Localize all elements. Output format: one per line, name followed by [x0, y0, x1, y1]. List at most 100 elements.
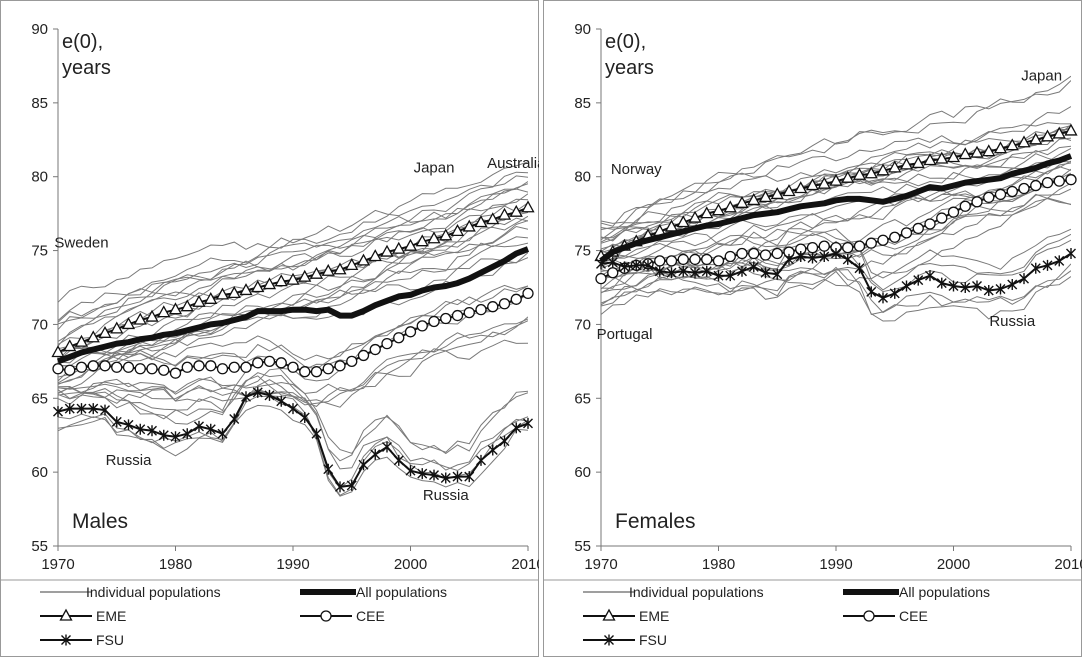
data-point — [275, 357, 287, 369]
x-tick-label: 1990 — [276, 556, 309, 573]
legend-marker-eme — [59, 608, 73, 621]
data-point — [158, 364, 170, 376]
data-point — [521, 200, 535, 213]
data-point — [1042, 259, 1053, 271]
x-tick-label: 2000 — [937, 556, 970, 573]
data-point — [736, 247, 748, 260]
data-point — [121, 317, 136, 330]
data-point — [440, 472, 451, 484]
data-point — [664, 219, 679, 232]
y-tick-label: 75 — [31, 243, 48, 260]
legend-label: EME — [639, 608, 669, 624]
data-point — [335, 481, 345, 493]
data-point — [700, 206, 714, 219]
data-point — [1007, 279, 1018, 291]
data-point — [182, 428, 193, 440]
data-point — [382, 441, 392, 453]
data-point — [64, 403, 75, 415]
data-point — [1054, 255, 1065, 267]
data-point — [701, 253, 713, 266]
annotation-label: Russia — [423, 487, 470, 504]
series-all-populations — [56, 246, 530, 365]
data-point — [958, 147, 972, 160]
data-point — [309, 266, 324, 279]
data-point — [205, 360, 217, 372]
data-point — [264, 389, 275, 401]
data-point — [523, 417, 533, 429]
data-point — [1005, 138, 1019, 151]
data-point — [1018, 182, 1030, 195]
data-point — [925, 270, 935, 282]
data-point — [759, 249, 772, 261]
data-point — [983, 191, 995, 204]
data-point — [158, 429, 169, 441]
data-point — [913, 274, 924, 286]
data-point — [227, 286, 241, 299]
data-point — [948, 280, 959, 292]
legend-marker-cee — [320, 610, 332, 622]
data-point — [771, 247, 783, 260]
data-point — [678, 265, 689, 277]
y-tick-label: 80 — [31, 169, 48, 186]
data-point — [74, 334, 89, 347]
individual-population-line — [601, 198, 1071, 315]
data-point — [323, 463, 334, 475]
x-tick-label: 2010 — [1054, 556, 1082, 573]
data-point — [852, 167, 867, 180]
data-point — [688, 210, 702, 223]
data-point — [333, 262, 347, 275]
data-point — [64, 364, 76, 376]
data-point — [888, 160, 902, 173]
data-point — [486, 212, 500, 225]
data-point — [841, 170, 855, 183]
data-point — [134, 363, 146, 375]
data-point — [946, 150, 961, 163]
data-point — [711, 203, 726, 216]
data-point — [878, 292, 888, 304]
data-point — [180, 299, 194, 312]
legend-marker-eme — [602, 608, 616, 621]
data-point — [982, 144, 996, 157]
data-point — [417, 468, 428, 480]
data-point — [947, 206, 960, 218]
data-point — [111, 416, 122, 428]
data-point — [356, 253, 371, 266]
data-point — [216, 363, 229, 375]
data-point — [427, 231, 441, 244]
individual-population-line — [58, 202, 528, 367]
individual-population-line — [601, 153, 1071, 250]
data-point — [403, 238, 418, 251]
y-tick-label: 70 — [574, 316, 591, 333]
data-point — [87, 360, 99, 372]
individual-population-line — [601, 124, 1071, 241]
annotation-label: Russia — [106, 452, 153, 469]
y-tick-label: 55 — [574, 538, 591, 555]
data-point — [346, 479, 357, 491]
data-point — [782, 184, 796, 197]
data-point — [889, 287, 900, 299]
data-point — [959, 200, 971, 212]
annotation-label: Australia — [487, 155, 539, 172]
data-point — [98, 325, 112, 338]
data-point — [439, 228, 453, 241]
legend-label: All populations — [356, 584, 447, 600]
data-point — [193, 360, 205, 372]
data-point — [772, 268, 783, 280]
series-all-populations — [599, 153, 1073, 264]
x-tick-label: 2000 — [394, 556, 427, 573]
legend-label: CEE — [899, 608, 928, 624]
data-point — [1006, 185, 1018, 198]
y-tick-label: 85 — [574, 95, 591, 112]
data-point — [724, 250, 736, 263]
data-point — [853, 240, 866, 252]
legend-label: Individual populations — [629, 584, 764, 600]
data-point — [607, 267, 619, 279]
females-chart: 55 60 65 70 75 80 85 90 1970 1980 1990 2000 2010 e(0)… — [543, 0, 1082, 657]
data-point — [747, 193, 761, 205]
data-point — [818, 240, 830, 252]
data-point — [1030, 262, 1041, 274]
data-point — [1029, 132, 1043, 145]
individual-population-line — [58, 372, 528, 462]
individual-population-line — [58, 357, 528, 454]
data-point — [404, 326, 417, 338]
